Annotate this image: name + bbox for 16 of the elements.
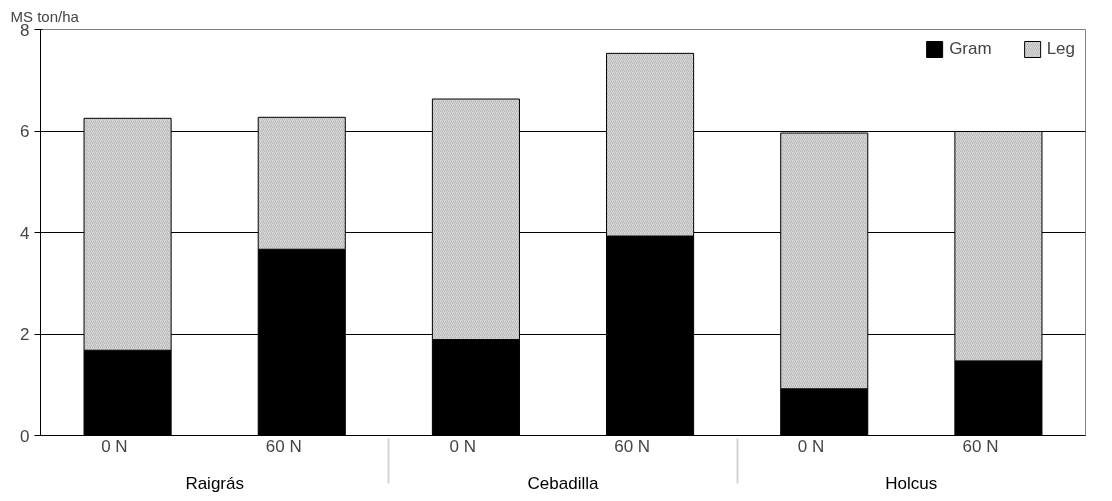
text: Holcus xyxy=(885,473,938,493)
x-tick-label: 60 N xyxy=(614,437,651,456)
y-tick-label: 6 xyxy=(20,122,30,141)
x-tick-label: 60 N xyxy=(962,437,999,456)
text: Cebadilla xyxy=(527,473,599,493)
y-tick-label: 0 xyxy=(20,426,30,446)
x-tick-label: 0 N xyxy=(797,437,825,456)
legend-label: Gram xyxy=(949,39,992,59)
y-axis-title: MS ton/ha xyxy=(10,7,80,25)
y-tick-label: 2 xyxy=(20,325,30,344)
y-tick-label: 4 xyxy=(20,223,30,243)
x-tick-label: 0 N xyxy=(449,437,476,456)
x-tick-label: 60 N xyxy=(265,437,302,456)
x-tick-label: 0 N xyxy=(101,437,128,456)
text: Raigrás xyxy=(185,473,244,493)
legend-label: Leg xyxy=(1046,39,1075,59)
